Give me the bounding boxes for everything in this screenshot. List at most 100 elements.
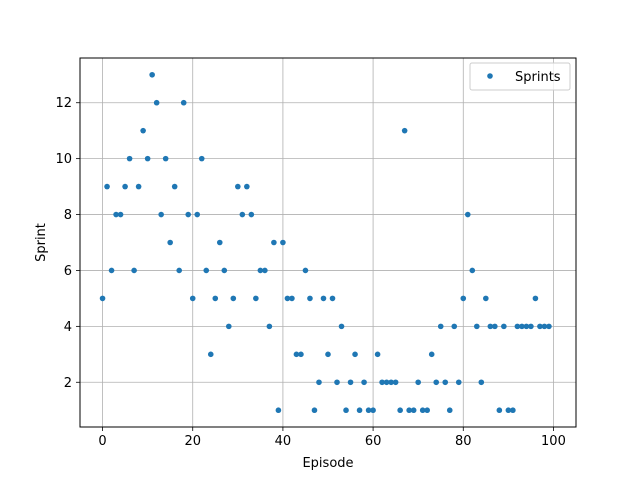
data-point xyxy=(334,379,340,386)
data-point xyxy=(126,155,133,162)
data-point xyxy=(338,323,345,330)
data-point xyxy=(419,407,426,414)
data-point xyxy=(478,379,485,386)
legend-box xyxy=(469,62,571,91)
data-point xyxy=(135,183,142,190)
data-point xyxy=(469,267,476,274)
data-points xyxy=(99,71,552,414)
y-tick-label: 10 xyxy=(55,152,72,167)
data-point xyxy=(248,211,255,218)
grid-lines xyxy=(80,58,576,427)
data-point xyxy=(505,407,512,414)
data-point xyxy=(207,351,214,358)
data-point xyxy=(230,295,237,302)
data-point xyxy=(162,155,169,162)
data-point xyxy=(185,211,192,218)
x-tick-label: 60 xyxy=(365,434,382,449)
data-point xyxy=(424,407,431,414)
data-point xyxy=(203,267,210,274)
data-point xyxy=(117,211,124,218)
data-point xyxy=(446,407,453,414)
data-point xyxy=(343,407,349,414)
data-point xyxy=(140,127,146,134)
data-point xyxy=(108,267,115,274)
data-point xyxy=(226,323,232,330)
data-point xyxy=(298,351,304,358)
y-tick-label: 4 xyxy=(64,320,72,335)
y-tick-label: 12 xyxy=(55,96,72,111)
plot-frame xyxy=(79,57,577,428)
data-point xyxy=(244,183,250,190)
data-point xyxy=(487,323,494,330)
data-point xyxy=(410,407,417,414)
x-tick-label: 40 xyxy=(275,434,292,449)
data-point xyxy=(428,351,435,358)
data-point xyxy=(239,211,246,218)
data-point xyxy=(379,379,385,386)
x-axis-ticks: 0 20 40 60 80 100 xyxy=(98,427,566,449)
data-point xyxy=(113,211,119,218)
legend: Sprints xyxy=(469,62,571,91)
data-point xyxy=(455,379,462,386)
data-point xyxy=(401,127,408,134)
legend-marker xyxy=(487,73,493,79)
data-point xyxy=(189,295,196,302)
data-point xyxy=(167,239,173,246)
data-point xyxy=(275,407,282,414)
data-point xyxy=(293,351,300,358)
data-point xyxy=(474,323,480,330)
data-point xyxy=(257,267,264,274)
data-point xyxy=(415,379,421,386)
data-point xyxy=(464,211,471,218)
data-point xyxy=(307,295,313,302)
data-point xyxy=(329,295,336,302)
data-point xyxy=(122,183,128,190)
data-point xyxy=(198,155,205,162)
data-point xyxy=(392,379,399,386)
data-point xyxy=(397,407,403,414)
data-point xyxy=(158,211,164,218)
data-point xyxy=(280,239,286,246)
data-point xyxy=(289,295,295,302)
data-point xyxy=(316,379,322,386)
data-point xyxy=(451,323,458,330)
data-point xyxy=(388,379,394,386)
data-point xyxy=(253,295,259,302)
data-point xyxy=(347,379,354,386)
data-point xyxy=(180,99,187,106)
data-point xyxy=(514,323,521,330)
legend-label: Sprints xyxy=(515,70,561,85)
data-point xyxy=(194,211,201,218)
data-point xyxy=(171,183,178,190)
data-point xyxy=(221,267,228,274)
data-point xyxy=(302,267,309,274)
x-tick-label: 100 xyxy=(541,434,566,449)
data-point xyxy=(437,323,444,330)
data-point xyxy=(374,351,381,358)
data-point xyxy=(546,323,552,330)
data-point xyxy=(442,379,449,386)
data-point xyxy=(496,407,503,414)
y-axis-label: Sprint xyxy=(34,223,49,262)
data-point xyxy=(149,71,155,78)
data-point xyxy=(532,295,539,302)
data-point xyxy=(216,239,223,246)
data-point xyxy=(311,407,318,414)
data-point xyxy=(541,323,548,330)
data-point xyxy=(99,295,106,302)
data-point xyxy=(501,323,507,330)
data-point xyxy=(271,239,277,246)
data-point xyxy=(492,323,498,330)
x-tick-label: 0 xyxy=(98,434,106,449)
data-point xyxy=(537,323,543,330)
y-tick-label: 2 xyxy=(64,376,72,391)
data-point xyxy=(406,407,412,414)
data-point xyxy=(144,155,151,162)
data-point xyxy=(433,379,440,386)
data-point xyxy=(361,379,367,386)
data-point xyxy=(153,99,160,106)
data-point xyxy=(483,295,489,302)
data-point xyxy=(383,379,390,386)
data-point xyxy=(104,183,110,190)
